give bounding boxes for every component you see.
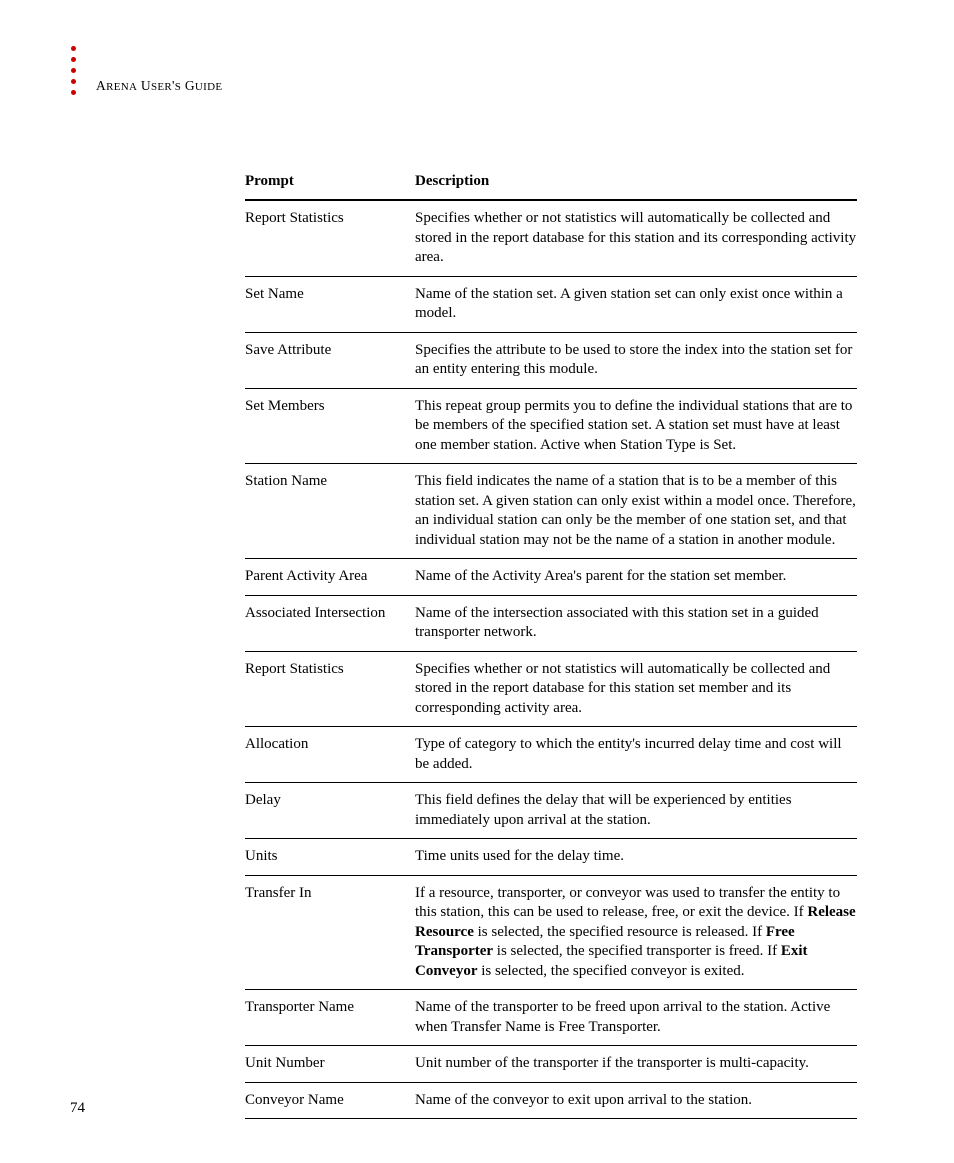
description-cell: Type of category to which the entity's i… — [415, 727, 857, 783]
prompt-cell: Delay — [245, 783, 415, 839]
prompt-cell: Save Attribute — [245, 332, 415, 388]
col-header-description: Description — [415, 164, 857, 200]
prompt-cell: Units — [245, 839, 415, 876]
header-part: UIDE — [195, 81, 222, 93]
description-cell: Specifies whether or not statistics will… — [415, 200, 857, 276]
desc-text: is selected, the specified transporter i… — [493, 943, 781, 959]
description-cell: Time units used for the delay time. — [415, 839, 857, 876]
prompt-cell: Report Statistics — [245, 200, 415, 276]
prompt-cell: Associated Intersection — [245, 595, 415, 651]
table-row: AllocationType of category to which the … — [245, 727, 857, 783]
prompt-cell: Conveyor Name — [245, 1082, 415, 1119]
desc-text: If a resource, transporter, or conveyor … — [415, 885, 840, 921]
header-part: U — [137, 78, 151, 93]
prompt-cell: Report Statistics — [245, 651, 415, 727]
bullet-dot — [71, 79, 76, 84]
table-row: Set MembersThis repeat group permits you… — [245, 388, 857, 464]
table-row: Station NameThis field indicates the nam… — [245, 464, 857, 559]
bullet-dot — [71, 57, 76, 62]
description-cell: Name of the Activity Area's parent for t… — [415, 559, 857, 596]
table-row: Unit NumberUnit number of the transporte… — [245, 1046, 857, 1083]
description-cell: This field defines the delay that will b… — [415, 783, 857, 839]
description-cell: Specifies the attribute to be used to st… — [415, 332, 857, 388]
desc-text: is selected, the specified conveyor is e… — [478, 963, 745, 979]
table-row: Parent Activity AreaName of the Activity… — [245, 559, 857, 596]
prompt-cell: Allocation — [245, 727, 415, 783]
table-row: Report StatisticsSpecifies whether or no… — [245, 651, 857, 727]
table-row: UnitsTime units used for the delay time. — [245, 839, 857, 876]
header-part: RENA — [106, 81, 137, 93]
header-text: ARENA USER'S GUIDE — [96, 78, 222, 93]
table-row: Save AttributeSpecifies the attribute to… — [245, 332, 857, 388]
prompt-cell: Transfer In — [245, 875, 415, 990]
description-cell: This repeat group permits you to define … — [415, 388, 857, 464]
description-cell: Name of the conveyor to exit upon arriva… — [415, 1082, 857, 1119]
main-content: Prompt Description Report StatisticsSpec… — [245, 164, 857, 1119]
table-row: Conveyor NameName of the conveyor to exi… — [245, 1082, 857, 1119]
description-cell: This field indicates the name of a stati… — [415, 464, 857, 559]
description-cell: Name of the intersection associated with… — [415, 595, 857, 651]
bullet-dot — [71, 46, 76, 51]
table-row: DelayThis field defines the delay that w… — [245, 783, 857, 839]
description-cell: Name of the station set. A given station… — [415, 276, 857, 332]
header-part: SER — [151, 81, 172, 93]
description-cell: Name of the transporter to be freed upon… — [415, 990, 857, 1046]
header-part: A — [96, 78, 106, 93]
prompt-cell: Parent Activity Area — [245, 559, 415, 596]
prompt-cell: Station Name — [245, 464, 415, 559]
col-header-prompt: Prompt — [245, 164, 415, 200]
table-header-row: Prompt Description — [245, 164, 857, 200]
definitions-table: Prompt Description Report StatisticsSpec… — [245, 164, 857, 1119]
page-number: 74 — [70, 1100, 85, 1117]
margin-bullets — [71, 46, 76, 95]
table-row: Transporter NameName of the transporter … — [245, 990, 857, 1046]
prompt-cell: Set Members — [245, 388, 415, 464]
prompt-cell: Set Name — [245, 276, 415, 332]
header-part: G — [181, 78, 195, 93]
bullet-dot — [71, 68, 76, 73]
description-cell: Specifies whether or not statistics will… — [415, 651, 857, 727]
running-header: ARENA USER'S GUIDE — [96, 78, 222, 94]
desc-text: is selected, the specified resource is r… — [474, 924, 766, 940]
table-row: Associated IntersectionName of the inter… — [245, 595, 857, 651]
description-cell: If a resource, transporter, or conveyor … — [415, 875, 857, 990]
description-cell: Unit number of the transporter if the tr… — [415, 1046, 857, 1083]
prompt-cell: Transporter Name — [245, 990, 415, 1046]
bullet-dot — [71, 90, 76, 95]
table-row: Set NameName of the station set. A given… — [245, 276, 857, 332]
table-row: Report StatisticsSpecifies whether or no… — [245, 200, 857, 276]
prompt-cell: Unit Number — [245, 1046, 415, 1083]
table-row: Transfer InIf a resource, transporter, o… — [245, 875, 857, 990]
